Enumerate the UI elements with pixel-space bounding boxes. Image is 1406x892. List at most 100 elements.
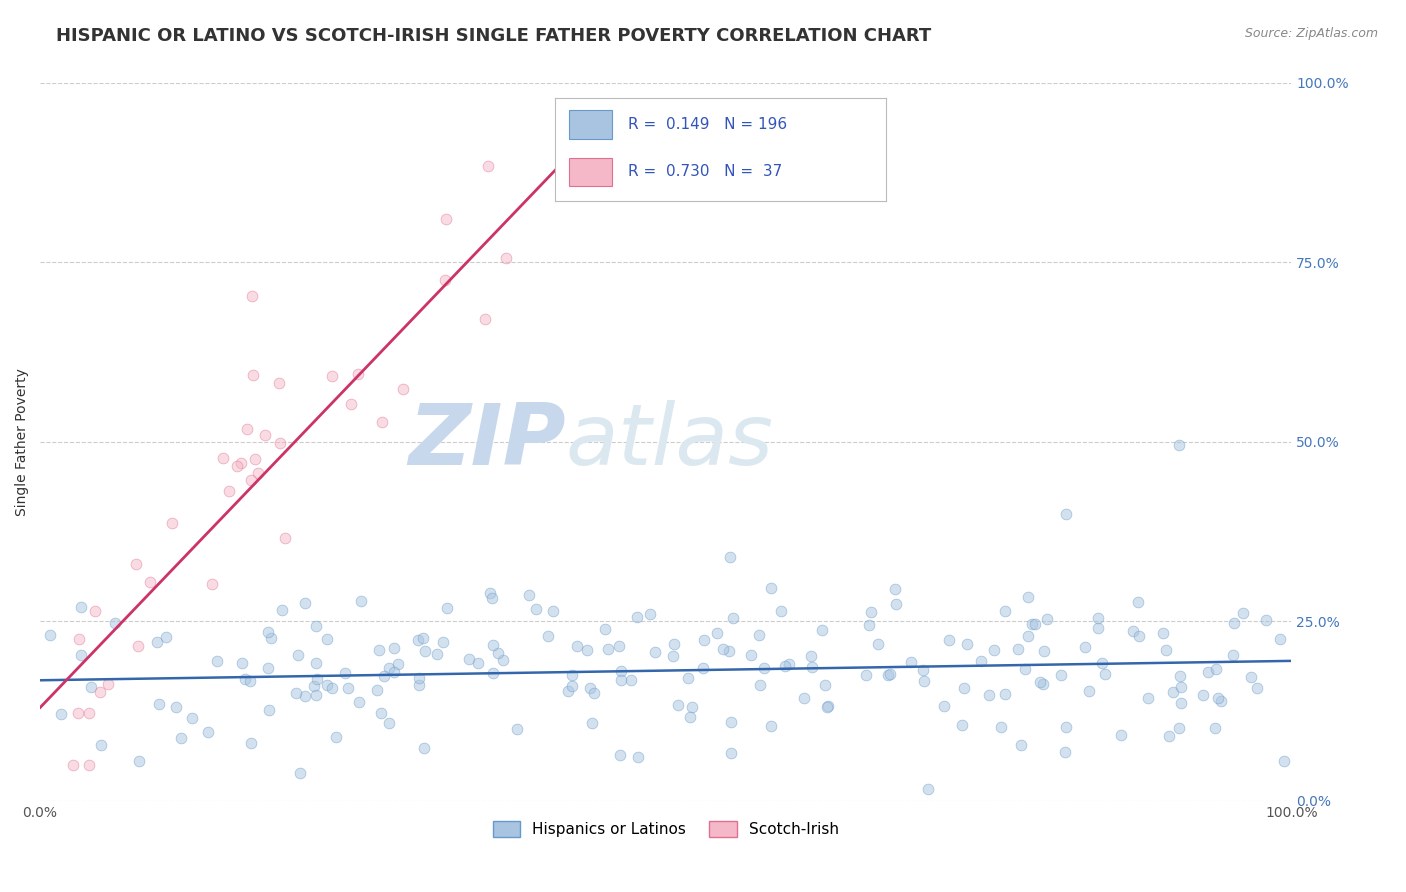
Point	[124, 557, 146, 571]
Point	[288, 766, 311, 780]
Point	[883, 582, 905, 596]
Point	[855, 667, 877, 681]
Point	[434, 272, 457, 286]
Point	[146, 635, 169, 649]
Legend: Hispanics or Latinos, Scotch-Irish: Hispanics or Latinos, Scotch-Irish	[486, 815, 845, 844]
Point	[302, 679, 325, 693]
Point	[1017, 591, 1039, 605]
Point	[900, 655, 922, 669]
Point	[817, 698, 839, 713]
Point	[801, 659, 824, 673]
Point	[506, 722, 529, 736]
Point	[457, 652, 479, 666]
Point	[706, 625, 728, 640]
Bar	[568, 111, 612, 139]
Point	[740, 648, 762, 663]
Point	[610, 673, 633, 687]
Point	[1168, 669, 1191, 683]
Point	[1024, 616, 1046, 631]
Point	[467, 656, 489, 670]
Point	[575, 642, 598, 657]
Point	[1157, 729, 1180, 743]
Point	[408, 678, 430, 692]
Point	[426, 648, 449, 662]
Point	[1167, 438, 1189, 452]
Point	[269, 376, 291, 390]
Point	[1254, 613, 1277, 627]
Text: R =  0.730   N =  37: R = 0.730 N = 37	[628, 164, 782, 179]
Point	[565, 639, 588, 653]
Point	[1152, 625, 1174, 640]
Point	[877, 668, 900, 682]
Point	[240, 289, 263, 303]
Point	[495, 252, 517, 266]
Point	[1087, 611, 1109, 625]
Point	[626, 610, 648, 624]
Point	[274, 531, 297, 545]
Point	[583, 686, 606, 700]
Point	[83, 604, 105, 618]
Point	[337, 681, 360, 696]
Point	[378, 716, 401, 731]
Point	[1170, 681, 1192, 695]
Point	[408, 671, 430, 685]
Point	[236, 422, 259, 436]
Point	[983, 642, 1005, 657]
Point	[165, 699, 187, 714]
Point	[103, 615, 125, 630]
Point	[370, 706, 392, 721]
Point	[1053, 745, 1076, 759]
Point	[1091, 656, 1114, 670]
Point	[347, 695, 370, 709]
Point	[325, 730, 347, 744]
Point	[155, 630, 177, 644]
Point	[994, 604, 1017, 618]
Point	[953, 681, 976, 695]
Point	[305, 656, 328, 670]
Point	[170, 731, 193, 745]
Point	[884, 597, 907, 611]
Point	[1122, 624, 1144, 638]
Point	[335, 666, 357, 681]
Point	[1021, 617, 1043, 632]
Point	[346, 367, 368, 381]
Point	[486, 647, 509, 661]
Point	[879, 667, 901, 681]
Point	[956, 637, 979, 651]
Point	[89, 685, 111, 699]
Point	[70, 648, 93, 662]
Point	[800, 648, 823, 663]
Point	[38, 628, 60, 642]
Point	[749, 677, 772, 691]
Point	[1191, 688, 1213, 702]
Point	[932, 699, 955, 714]
Point	[257, 625, 280, 640]
Point	[1078, 683, 1101, 698]
Point	[382, 640, 405, 655]
Text: ZIP: ZIP	[408, 401, 565, 483]
Point	[305, 688, 328, 702]
Text: atlas: atlas	[565, 401, 773, 483]
Point	[1209, 694, 1232, 708]
Point	[557, 683, 579, 698]
Point	[662, 637, 685, 651]
Text: HISPANIC OR LATINO VS SCOTCH-IRISH SINGLE FATHER POVERTY CORRELATION CHART: HISPANIC OR LATINO VS SCOTCH-IRISH SINGL…	[56, 27, 932, 45]
Point	[860, 605, 883, 619]
Point	[382, 665, 405, 679]
Point	[692, 661, 714, 675]
Point	[596, 642, 619, 657]
Point	[561, 667, 583, 681]
Point	[377, 661, 399, 675]
Point	[593, 622, 616, 636]
Point	[316, 678, 339, 692]
Point	[778, 657, 800, 671]
Point	[305, 619, 328, 633]
Point	[717, 644, 740, 658]
Point	[579, 681, 602, 695]
Point	[990, 720, 1012, 734]
Point	[392, 383, 415, 397]
Point	[1087, 621, 1109, 635]
Point	[160, 516, 183, 530]
Point	[368, 643, 391, 657]
Point	[197, 725, 219, 739]
